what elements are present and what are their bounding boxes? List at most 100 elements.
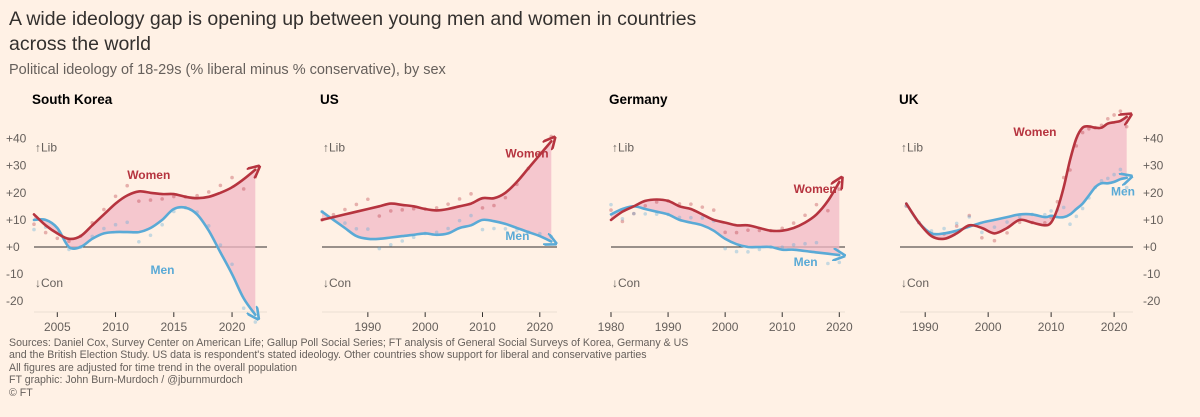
data-point: [1118, 109, 1123, 113]
data-point: [492, 203, 496, 208]
data-point: [643, 203, 648, 208]
data-point: [609, 202, 613, 207]
data-point: [1074, 214, 1079, 219]
x-tick-label: 2010: [102, 320, 129, 334]
data-point: [253, 320, 258, 324]
data-point: [1106, 116, 1110, 121]
data-point: [343, 207, 347, 212]
y-tick-label: +30: [6, 159, 27, 173]
chart-subtitle: Political ideology of 18-29s (% liberal …: [9, 62, 446, 78]
data-point: [700, 216, 705, 220]
data-point: [241, 187, 246, 191]
x-tick-label: 1990: [912, 320, 939, 334]
data-point: [503, 195, 508, 200]
data-point: [780, 245, 785, 250]
data-point: [469, 213, 473, 218]
y-tick-label: -10: [1143, 267, 1161, 281]
data-point: [1087, 126, 1091, 131]
data-point: [1068, 222, 1072, 226]
data-point: [366, 227, 370, 231]
con-annotation: ↓Con: [323, 276, 351, 290]
x-tick-label: 2000: [975, 320, 1002, 334]
data-point: [967, 215, 972, 219]
data-point: [1049, 209, 1053, 213]
data-point: [780, 226, 785, 231]
data-point: [1080, 130, 1085, 135]
data-point: [837, 260, 842, 265]
series-line-men: [609, 204, 839, 255]
data-point: [125, 183, 129, 188]
y-tick-label: -20: [1143, 294, 1161, 308]
data-point: [148, 233, 153, 238]
data-point: [195, 193, 199, 198]
panel-title: South Korea: [32, 92, 113, 107]
series-line-women: [320, 141, 551, 222]
x-tick-label: 2000: [712, 320, 739, 334]
lib-annotation: ↑Lib: [612, 141, 634, 155]
data-point: [967, 213, 972, 218]
data-point: [457, 218, 462, 223]
data-point: [1043, 221, 1047, 225]
data-point: [954, 221, 959, 226]
con-annotation: ↓Con: [35, 276, 63, 290]
data-point: [992, 238, 997, 243]
data-point: [388, 242, 393, 247]
y-tick-label: +40: [1143, 132, 1164, 146]
x-tick-label: 2010: [769, 320, 796, 334]
data-point: [620, 216, 625, 221]
data-point: [549, 234, 554, 239]
data-point: [1124, 185, 1129, 190]
data-point: [503, 226, 508, 231]
y-tick-label: -20: [6, 294, 24, 308]
data-point: [609, 208, 613, 212]
data-point: [354, 202, 359, 207]
data-point: [826, 208, 830, 213]
data-point: [791, 221, 796, 225]
series-line-men: [32, 205, 255, 315]
x-tick-label: 2020: [219, 320, 246, 334]
data-point: [1124, 124, 1129, 129]
data-point: [1005, 220, 1009, 224]
data-point: [620, 219, 625, 224]
data-point: [400, 239, 405, 243]
data-point: [980, 235, 984, 240]
data-point: [689, 215, 693, 220]
data-point: [1106, 176, 1110, 181]
series-label-women: Women: [1013, 125, 1056, 139]
y-tick-label: +30: [1143, 159, 1164, 173]
data-point: [1043, 212, 1047, 217]
data-point: [32, 227, 36, 232]
sources-line-3: All figures are adjusted for time trend …: [9, 361, 297, 374]
x-tick-label: 2020: [826, 320, 853, 334]
data-point: [388, 209, 393, 213]
data-point: [700, 205, 705, 209]
data-point: [492, 226, 496, 231]
data-point: [377, 246, 382, 251]
graphic-credit: FT graphic: John Burn-Murdoch / @jburnmu…: [9, 374, 243, 387]
panel-title: Germany: [609, 92, 668, 107]
panel-south-korea: South Korea ↑Lib ↓Con -20 -10 +0 +10 +20 +30 +40 2…: [6, 92, 267, 334]
x-tick-label: 2005: [44, 320, 71, 334]
panel-germany: Germany ↑Lib ↓Con 1980 1990 2000 2010 2020 Women…: [598, 92, 853, 334]
data-point: [457, 197, 462, 201]
data-point: [411, 235, 416, 239]
y-tick-label: +0: [1143, 240, 1157, 254]
data-point: [1118, 167, 1123, 172]
data-point: [791, 242, 796, 247]
chart-title: A wide ideology gap is opening up betwee…: [9, 8, 697, 55]
data-point: [253, 175, 258, 179]
data-point: [113, 194, 118, 199]
data-point: [992, 225, 997, 229]
data-point: [354, 226, 359, 231]
data-point: [67, 239, 71, 244]
copyright: © FT: [9, 386, 33, 399]
data-point: [43, 230, 48, 235]
lib-annotation: ↑Lib: [35, 141, 57, 155]
data-point: [411, 206, 416, 211]
data-point: [632, 211, 636, 216]
data-point: [343, 221, 347, 225]
data-point: [218, 183, 223, 188]
y-tick-label: -10: [6, 267, 24, 281]
sources-note: Sources: Daniel Cox, Survey Center on Am…: [9, 337, 769, 399]
data-point: [32, 222, 36, 226]
